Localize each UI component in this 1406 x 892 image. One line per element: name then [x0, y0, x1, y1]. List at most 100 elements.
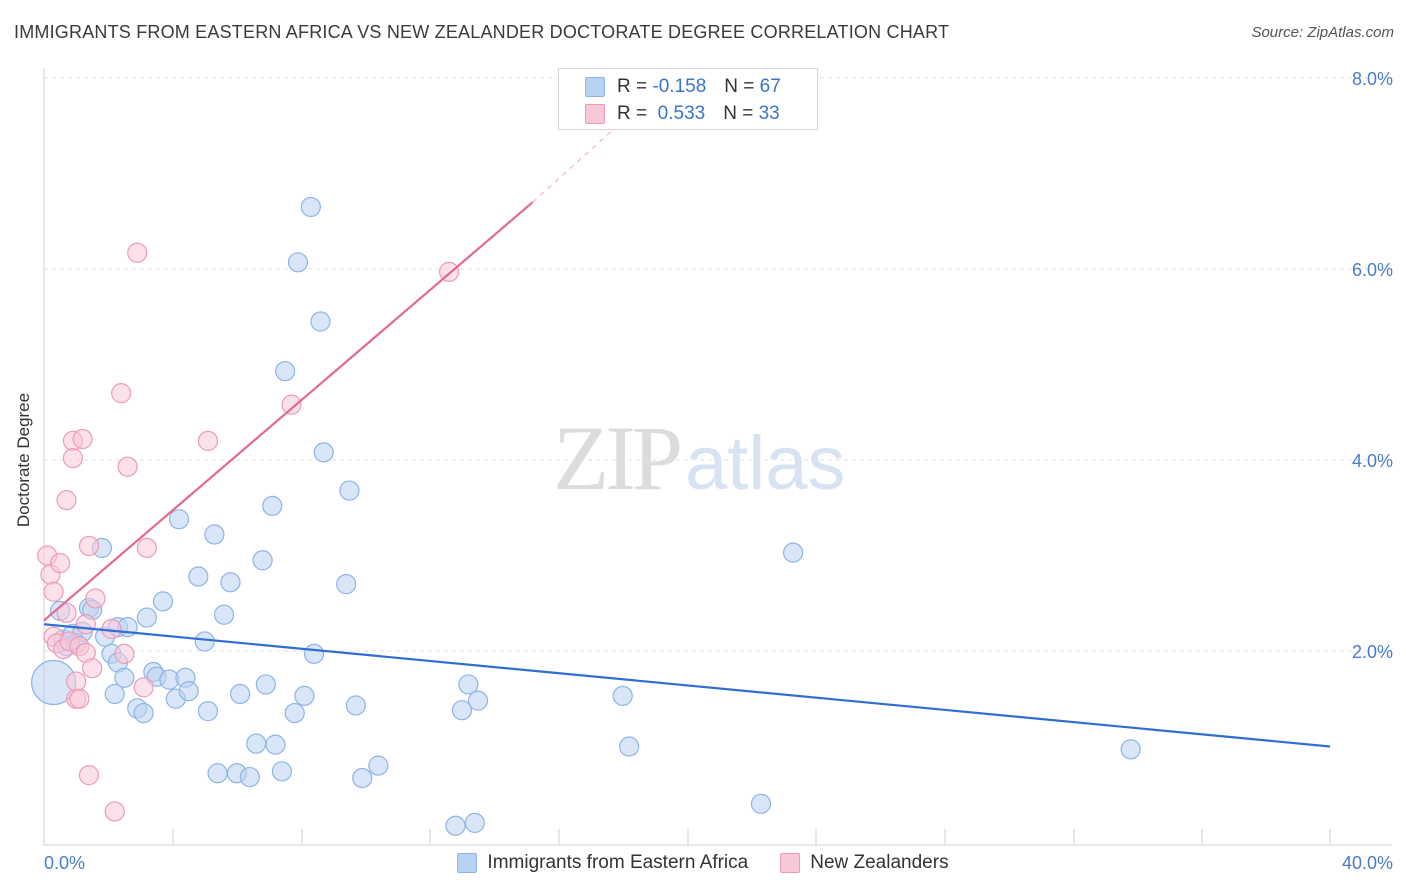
- y-tick-label: 2.0%: [1352, 642, 1393, 662]
- eastern-africa-point: [136, 607, 157, 628]
- legend-row-eastern-africa: R = -0.158 N = 67: [585, 74, 781, 100]
- new-zealanders-point: [56, 602, 77, 623]
- eastern-africa-point: [445, 815, 466, 836]
- legend-row-new-zealanders: R = 0.533 N = 33: [585, 101, 780, 127]
- y-tick-label: 4.0%: [1352, 451, 1393, 471]
- eastern-africa-point: [207, 763, 228, 784]
- eastern-africa-point: [271, 761, 293, 782]
- new-zealanders-point: [111, 383, 132, 404]
- legend-swatch-blue: [585, 77, 605, 97]
- new-zealanders-point: [72, 428, 93, 450]
- legend-n-value: 67: [759, 76, 781, 97]
- eastern-africa-point: [458, 674, 479, 695]
- y-tick-label: 8.0%: [1352, 69, 1393, 89]
- legend-r-value: -0.158: [652, 76, 707, 97]
- legend-r-value: 0.533: [652, 103, 706, 124]
- y-axis-label-wrap: Doctorate Degree: [4, 330, 44, 590]
- eastern-africa-point: [262, 495, 283, 516]
- eastern-africa-point: [230, 683, 251, 705]
- eastern-africa-point: [265, 734, 286, 755]
- eastern-africa-point: [345, 695, 366, 716]
- eastern-africa-point: [213, 604, 235, 625]
- eastern-africa-point: [464, 812, 485, 834]
- new-zealanders-point: [85, 588, 106, 609]
- series-eastern-africa-points: [31, 196, 1141, 836]
- eastern-africa-point: [178, 681, 199, 702]
- new-zealanders-point: [66, 671, 87, 692]
- new-zealanders-point: [114, 643, 135, 664]
- legend-r-label: R =: [617, 103, 648, 124]
- legend-label-eastern-africa: Immigrants from Eastern Africa: [487, 852, 749, 873]
- eastern-africa-point: [339, 480, 360, 501]
- legend-swatch-pink: [585, 104, 605, 124]
- series-new-zealanders-points: [37, 242, 460, 822]
- eastern-africa-point: [114, 667, 135, 688]
- eastern-africa-point: [188, 566, 209, 587]
- eastern-africa-point: [368, 755, 389, 776]
- new-zealanders-point: [136, 537, 157, 558]
- eastern-africa-point: [467, 690, 489, 711]
- new-zealanders-point: [43, 581, 64, 602]
- eastern-africa-point: [612, 685, 633, 706]
- legend-item-new-zealanders[interactable]: New Zealanders: [780, 852, 949, 874]
- new-zealanders-point: [127, 242, 148, 263]
- eastern-africa-point: [287, 252, 309, 273]
- eastern-africa-point: [336, 574, 357, 595]
- eastern-africa-point: [204, 524, 225, 545]
- eastern-africa-point: [750, 793, 772, 814]
- eastern-africa-point: [782, 542, 804, 563]
- x-tick-label: 40.0%: [1342, 853, 1393, 873]
- eastern-africa-point: [619, 736, 640, 757]
- eastern-africa-point: [239, 766, 260, 788]
- eastern-africa-point: [303, 643, 325, 664]
- eastern-africa-point: [197, 701, 219, 722]
- new-zealanders-point: [104, 801, 125, 822]
- eastern-africa-point: [284, 702, 305, 724]
- eastern-africa-trend-line: [43, 623, 1331, 748]
- legend-n-value: 33: [758, 103, 780, 124]
- gridlines: [44, 77, 1392, 652]
- new-zealanders-point: [49, 553, 71, 574]
- new-zealanders-point: [82, 658, 103, 679]
- eastern-africa-point: [313, 442, 334, 463]
- eastern-africa-point: [1120, 739, 1141, 760]
- eastern-africa-point: [152, 591, 174, 612]
- legend-swatch-blue: [457, 853, 478, 873]
- x-tick-label: 0.0%: [44, 853, 85, 873]
- new-zealanders-trend-line: [43, 201, 534, 622]
- eastern-africa-point: [275, 361, 296, 382]
- eastern-africa-point: [252, 550, 273, 571]
- axes: [43, 68, 1392, 846]
- eastern-africa-point: [352, 767, 373, 789]
- series-legend: Immigrants from Eastern Africa New Zeala…: [0, 852, 1406, 874]
- new-zealanders-point: [78, 535, 100, 557]
- new-zealanders-point: [78, 765, 100, 786]
- legend-label-new-zealanders: New Zealanders: [810, 852, 949, 873]
- eastern-africa-point: [194, 631, 215, 652]
- legend-swatch-pink: [780, 853, 801, 873]
- tick-labels: 2.0% 4.0% 6.0% 8.0% 0.0% 40.0%: [44, 69, 1393, 873]
- eastern-africa-point: [294, 685, 315, 706]
- new-zealanders-point: [117, 456, 138, 477]
- legend-n-label: N =: [723, 103, 754, 124]
- legend-r-label: R =: [617, 76, 648, 97]
- new-zealanders-point: [281, 394, 302, 415]
- trend-lines: [43, 120, 1331, 748]
- new-zealanders-point: [69, 688, 90, 709]
- chart-title: IMMIGRANTS FROM EASTERN AFRICA VS NEW ZE…: [14, 22, 950, 42]
- eastern-africa-point: [451, 700, 473, 721]
- source-attribution: Source: ZipAtlas.com: [1251, 24, 1394, 41]
- new-zealanders-point: [133, 677, 154, 698]
- legend-n-label: N =: [724, 76, 755, 97]
- eastern-africa-point: [310, 311, 331, 332]
- new-zealanders-point: [75, 614, 96, 635]
- eastern-africa-point: [133, 702, 154, 724]
- correlation-legend: R = -0.158 N = 67 R = 0.533 N = 33: [558, 68, 818, 130]
- legend-item-eastern-africa[interactable]: Immigrants from Eastern Africa: [457, 852, 748, 874]
- new-zealanders-point: [56, 490, 77, 511]
- eastern-africa-point: [255, 674, 276, 695]
- y-axis-label: Doctorate Degree: [14, 392, 33, 528]
- new-zealanders-point: [197, 430, 219, 451]
- new-zealanders-trend-extension: [532, 120, 624, 203]
